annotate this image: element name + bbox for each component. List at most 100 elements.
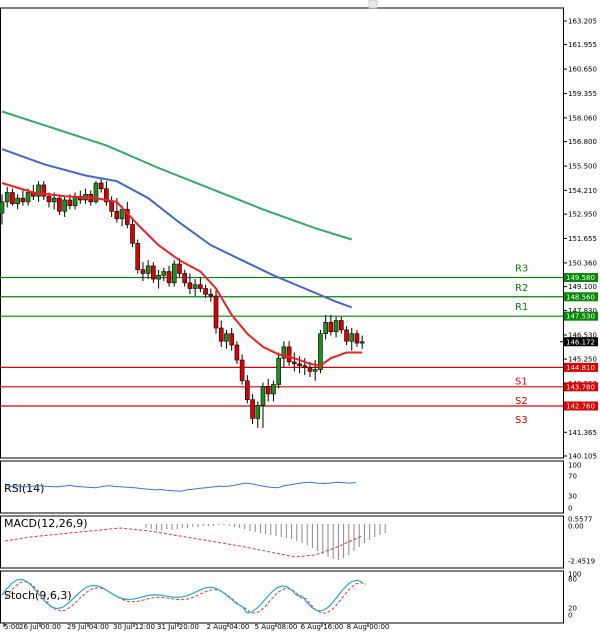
level-price-label: 148.560 xyxy=(566,293,595,301)
price-axis-label: 154.210 xyxy=(568,187,597,195)
macd-panel-frame xyxy=(0,515,564,569)
level-price-tag xyxy=(564,401,598,411)
candle-body[interactable] xyxy=(62,199,67,212)
candle-body[interactable] xyxy=(338,320,344,331)
price-axis-label: 145.250 xyxy=(568,356,597,364)
level-name-s3: S3 xyxy=(515,415,528,426)
price-axis-label: 151.655 xyxy=(568,235,597,243)
candle-body[interactable] xyxy=(198,284,203,289)
rsi-axis-label: 30 xyxy=(568,493,577,501)
candle-body[interactable] xyxy=(187,282,193,289)
candle-body[interactable] xyxy=(229,333,234,346)
stoch-panel-frame xyxy=(0,570,564,624)
candle-body[interactable] xyxy=(171,263,177,284)
candle-body[interactable] xyxy=(208,293,214,297)
candle-body[interactable] xyxy=(265,386,271,395)
candle-body[interactable] xyxy=(182,273,187,284)
candle-body[interactable] xyxy=(349,333,355,342)
current-price-label: 146.172 xyxy=(566,338,595,346)
candle-body[interactable] xyxy=(192,284,198,289)
time-axis-label: 5 Aug 08:00 xyxy=(255,623,298,631)
candle-body[interactable] xyxy=(93,182,99,203)
level-name-s1: S1 xyxy=(515,376,528,387)
candle-body[interactable] xyxy=(135,243,141,270)
candle-body[interactable] xyxy=(271,384,276,395)
candle-body[interactable] xyxy=(177,263,182,274)
candle-body[interactable] xyxy=(15,197,20,205)
candle-body[interactable] xyxy=(145,265,151,274)
level-price-tag xyxy=(564,273,598,283)
rsi-title: RSI(14) xyxy=(4,482,44,495)
candle-body[interactable] xyxy=(0,201,5,214)
candle-body[interactable] xyxy=(292,361,297,365)
candle-body[interactable] xyxy=(161,271,167,276)
price-axis-label: 161.955 xyxy=(568,41,597,49)
candle-body[interactable] xyxy=(124,209,130,225)
candle-body[interactable] xyxy=(57,197,62,212)
candle-body[interactable] xyxy=(333,320,339,333)
macd-axis-label: -2.4519 xyxy=(568,558,595,566)
candle-body[interactable] xyxy=(354,333,360,344)
candle-body[interactable] xyxy=(245,380,250,400)
candle-body[interactable] xyxy=(109,201,114,212)
candle-body[interactable] xyxy=(203,288,208,295)
candle-body[interactable] xyxy=(140,269,146,274)
candle-body[interactable] xyxy=(151,265,156,280)
candle-body[interactable] xyxy=(255,404,261,419)
candle-body[interactable] xyxy=(323,322,328,334)
candle-body[interactable] xyxy=(344,329,349,342)
time-axis-label: 26 Jul 00:00 xyxy=(19,623,61,631)
candle-body[interactable] xyxy=(260,386,266,406)
candle-body[interactable] xyxy=(302,365,308,368)
price-axis-label: 146.530 xyxy=(568,332,597,340)
candle-body[interactable] xyxy=(218,327,224,342)
macd-axis-label: 0.00 xyxy=(568,523,584,531)
stoch-signal-line xyxy=(5,581,367,614)
candle-body[interactable] xyxy=(250,399,255,419)
level-price-tag xyxy=(564,382,598,392)
candle-body[interactable] xyxy=(224,333,229,342)
candle-body[interactable] xyxy=(312,369,318,372)
price-axis-label: 158.060 xyxy=(568,114,597,122)
level-price-label: 142.760 xyxy=(566,403,595,411)
stoch-axis-label: 80 xyxy=(568,576,577,584)
candle-body[interactable] xyxy=(10,192,15,205)
candle-body[interactable] xyxy=(156,275,161,280)
candle-body[interactable] xyxy=(286,346,292,363)
candle-body[interactable] xyxy=(359,341,365,344)
price-axis-label: 141.365 xyxy=(568,429,597,437)
candle-body[interactable] xyxy=(281,346,287,359)
candle-body[interactable] xyxy=(98,182,104,189)
candle-body[interactable] xyxy=(130,224,135,244)
candle-body[interactable] xyxy=(318,333,323,370)
time-axis-label: 30 Jul 12:00 xyxy=(113,623,155,631)
candle-body[interactable] xyxy=(36,184,41,197)
candle-body[interactable] xyxy=(276,357,281,385)
candle-body[interactable] xyxy=(328,322,334,333)
candle-body[interactable] xyxy=(4,192,10,203)
candle-body[interactable] xyxy=(114,210,120,220)
candle-body[interactable] xyxy=(234,344,240,361)
price-axis-label: 159.355 xyxy=(568,90,597,98)
candle-body[interactable] xyxy=(239,359,245,382)
candle-body[interactable] xyxy=(307,367,313,372)
candle-body[interactable] xyxy=(46,195,52,203)
candle-body[interactable] xyxy=(67,199,73,206)
candle-body[interactable] xyxy=(166,271,172,284)
candle-body[interactable] xyxy=(104,188,109,203)
candle-body[interactable] xyxy=(51,197,57,203)
stoch-axis-label: 0 xyxy=(568,612,572,620)
level-name-s2: S2 xyxy=(515,396,528,407)
ma-fast-line xyxy=(1,182,363,367)
scroll-handle[interactable] xyxy=(368,0,378,9)
candle-body[interactable] xyxy=(119,209,125,220)
candle-body[interactable] xyxy=(20,197,26,203)
candle-body[interactable] xyxy=(213,295,219,329)
candle-body[interactable] xyxy=(41,184,47,197)
stoch-title: Stoch(9,6,3) xyxy=(4,589,72,602)
macd-signal-line xyxy=(4,527,363,558)
candle-body[interactable] xyxy=(25,192,31,203)
candle-body[interactable] xyxy=(297,363,302,367)
